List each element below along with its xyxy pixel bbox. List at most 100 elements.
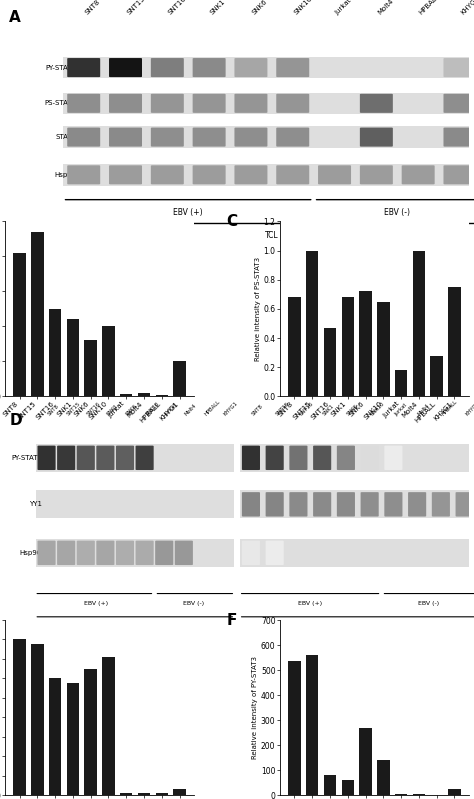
FancyBboxPatch shape <box>175 541 193 565</box>
Bar <box>138 793 150 795</box>
FancyBboxPatch shape <box>444 58 474 78</box>
FancyBboxPatch shape <box>67 93 100 113</box>
Text: Hsp90: Hsp90 <box>55 172 77 178</box>
FancyBboxPatch shape <box>235 58 267 78</box>
Text: EBV (+): EBV (+) <box>83 602 108 606</box>
FancyBboxPatch shape <box>276 128 309 147</box>
Text: KHYG1: KHYG1 <box>465 401 474 417</box>
FancyBboxPatch shape <box>235 93 267 113</box>
Bar <box>138 393 150 396</box>
Bar <box>448 789 461 795</box>
Text: SNK10: SNK10 <box>370 401 385 417</box>
Y-axis label: Relative intensity of PS-STAT3: Relative intensity of PS-STAT3 <box>255 257 261 361</box>
FancyBboxPatch shape <box>361 492 379 517</box>
Text: STAT3: STAT3 <box>55 134 77 140</box>
Bar <box>324 775 336 795</box>
FancyBboxPatch shape <box>151 58 184 78</box>
FancyBboxPatch shape <box>67 128 100 147</box>
Text: Molt4: Molt4 <box>376 0 394 16</box>
Y-axis label: Relative intensity of PY-STAT3: Relative intensity of PY-STAT3 <box>252 656 258 759</box>
Bar <box>84 340 97 396</box>
Text: SNT15: SNT15 <box>274 401 291 417</box>
Bar <box>288 662 301 795</box>
FancyBboxPatch shape <box>276 58 309 78</box>
Bar <box>342 297 354 396</box>
Text: SNT8: SNT8 <box>46 403 60 417</box>
Text: EBV (-): EBV (-) <box>183 602 204 606</box>
Bar <box>359 728 372 795</box>
FancyBboxPatch shape <box>192 93 226 113</box>
Bar <box>240 491 474 519</box>
Bar <box>36 539 234 566</box>
Text: Jurkat: Jurkat <box>335 0 353 16</box>
FancyBboxPatch shape <box>289 492 308 517</box>
FancyBboxPatch shape <box>151 165 184 185</box>
Text: SNT16: SNT16 <box>299 401 314 417</box>
Bar <box>102 657 115 795</box>
Text: SNK1: SNK1 <box>209 0 227 16</box>
Text: F: F <box>227 613 237 628</box>
FancyBboxPatch shape <box>109 93 142 113</box>
FancyBboxPatch shape <box>57 446 75 470</box>
Text: HPBALL: HPBALL <box>418 0 441 16</box>
Bar <box>63 93 474 114</box>
FancyBboxPatch shape <box>67 165 100 185</box>
FancyBboxPatch shape <box>242 492 260 517</box>
FancyBboxPatch shape <box>136 541 154 565</box>
FancyBboxPatch shape <box>360 93 393 113</box>
FancyBboxPatch shape <box>109 128 142 147</box>
FancyBboxPatch shape <box>276 93 309 113</box>
Bar <box>173 789 186 795</box>
FancyBboxPatch shape <box>432 492 450 517</box>
Text: TCL: TCL <box>265 232 279 240</box>
Bar <box>395 793 407 795</box>
Bar <box>155 793 168 795</box>
FancyBboxPatch shape <box>313 446 331 470</box>
FancyBboxPatch shape <box>318 165 351 185</box>
Text: SNT15: SNT15 <box>126 0 146 16</box>
Bar <box>31 644 44 795</box>
Text: SNT16: SNT16 <box>86 401 101 417</box>
FancyBboxPatch shape <box>109 165 142 185</box>
Text: HPBALL: HPBALL <box>441 400 458 417</box>
Text: SNT16: SNT16 <box>167 0 188 16</box>
Text: KHYG1: KHYG1 <box>460 0 474 16</box>
Bar <box>13 639 26 795</box>
Text: SNK1: SNK1 <box>322 403 336 417</box>
Text: EBV (-): EBV (-) <box>419 602 439 606</box>
Text: Molt4: Molt4 <box>417 403 431 417</box>
Text: SNK1: SNK1 <box>105 403 119 417</box>
FancyBboxPatch shape <box>136 446 154 470</box>
Text: Hsp90: Hsp90 <box>19 550 42 556</box>
Text: C: C <box>227 214 237 229</box>
Text: Jurkat: Jurkat <box>164 403 179 417</box>
FancyBboxPatch shape <box>151 128 184 147</box>
Text: Cytoplasm: Cytoplasm <box>117 625 153 630</box>
Text: PS-STAT3: PS-STAT3 <box>45 101 77 106</box>
Bar <box>67 683 79 795</box>
FancyBboxPatch shape <box>235 128 267 147</box>
Text: EBV (+): EBV (+) <box>173 208 203 217</box>
FancyBboxPatch shape <box>37 446 55 470</box>
FancyBboxPatch shape <box>444 93 474 113</box>
Bar <box>63 57 474 78</box>
Bar <box>13 253 26 396</box>
Bar <box>173 361 186 396</box>
Bar <box>240 444 474 471</box>
Bar <box>324 328 336 396</box>
Bar <box>155 395 168 396</box>
FancyBboxPatch shape <box>57 541 75 565</box>
FancyBboxPatch shape <box>361 446 379 470</box>
Text: SNK6: SNK6 <box>346 403 359 417</box>
Text: A: A <box>9 10 21 25</box>
Text: SNT8: SNT8 <box>251 403 264 417</box>
FancyBboxPatch shape <box>192 165 226 185</box>
FancyBboxPatch shape <box>313 492 331 517</box>
Text: SNT15: SNT15 <box>66 401 82 417</box>
Bar <box>31 232 44 396</box>
Bar <box>342 780 354 795</box>
Text: Nucleus: Nucleus <box>344 625 372 630</box>
Text: Molt4: Molt4 <box>184 403 198 417</box>
FancyBboxPatch shape <box>242 446 260 470</box>
FancyBboxPatch shape <box>116 541 134 565</box>
